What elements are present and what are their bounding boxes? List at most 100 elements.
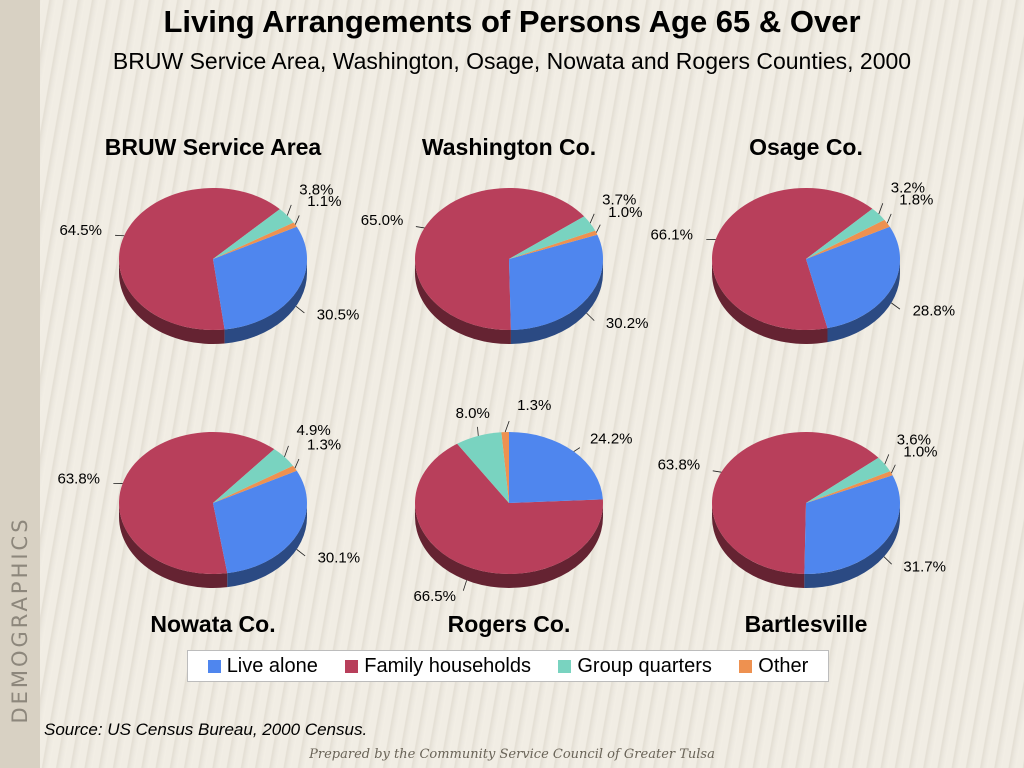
leader-line-other: [595, 224, 601, 233]
pie-title-rogers-co: Rogers Co.: [448, 611, 571, 637]
footer-credit: Prepared by the Community Service Counci…: [309, 747, 715, 762]
pie-slice-other: [213, 222, 297, 259]
pie-title-bruw-service-area: BRUW Service Area: [105, 134, 322, 160]
pie-slice-other: [806, 471, 893, 503]
pie-slice-group-quarters: [457, 432, 509, 503]
pie-slice-family-households: [119, 432, 275, 574]
pie-slice-family-households: [712, 432, 879, 574]
legend-label-live-alone: Live alone: [226, 654, 318, 677]
leader-line-live-alone: [891, 302, 901, 310]
leader-line-other: [890, 464, 896, 474]
data-label-group-quarters: 8.0%: [456, 405, 490, 422]
legend-label-group-quarters: Group quarters: [577, 654, 712, 677]
pie-side-live-alone: [827, 259, 900, 343]
data-label-family-households: 64.5%: [59, 222, 102, 239]
data-label-group-quarters: 3.6%: [897, 432, 931, 449]
side-band: [0, 0, 40, 768]
pie-chart-nowata-co: 30.1% 63.8% 4.9%1.3% Nowata Co.: [57, 422, 360, 637]
pie-slice-group-quarters: [509, 216, 596, 259]
leader-line-group-quarters: [878, 203, 884, 215]
leader-line-other: [294, 458, 300, 469]
legend-item-family-households: Family households: [345, 655, 531, 678]
pie-slice-group-quarters: [213, 209, 294, 259]
legend-item-live-alone: Live alone: [207, 654, 318, 678]
data-label-group-quarters: 3.7%: [602, 191, 636, 208]
legend-label-family-households: Family households: [364, 654, 531, 677]
legend-swatch-group-quarters: [558, 659, 572, 673]
data-label-other: 1.0%: [903, 443, 937, 460]
leader-line-group-quarters: [884, 454, 890, 465]
data-label-family-households: 65.0%: [361, 212, 404, 229]
leader-line-live-alone: [883, 556, 892, 565]
pie-slice-family-households: [118, 187, 280, 330]
data-label-group-quarters: 4.9%: [296, 422, 330, 439]
leader-line-live-alone: [295, 305, 305, 314]
data-label-family-households: 63.8%: [658, 456, 701, 473]
data-label-live-alone: 24.2%: [590, 431, 633, 448]
leader-line-other: [504, 420, 510, 433]
pie-side-live-alone: [224, 259, 307, 344]
legend-item-other: Other: [739, 655, 808, 678]
pie-side-family-households: [415, 259, 511, 345]
pie-title-osage-co: Osage Co.: [749, 134, 863, 160]
legend-swatch-live-alone: [207, 659, 221, 673]
pie-slice-live-alone: [806, 226, 900, 329]
pie-slice-live-alone: [213, 226, 307, 330]
pie-title-washington-co: Washington Co.: [422, 134, 596, 160]
leader-line-other: [294, 215, 300, 225]
data-label-group-quarters: 3.2%: [891, 179, 925, 196]
data-label-family-households: 63.8%: [57, 471, 100, 488]
legend-swatch-family-households: [345, 659, 359, 673]
pie-side-family-households: [712, 259, 828, 344]
data-label-live-alone: 30.1%: [318, 549, 361, 566]
pie-slice-other: [501, 432, 509, 503]
pie-chart-bartlesville: 31.7% 63.8% 3.6%1.0% Bartlesville: [658, 432, 946, 637]
data-label-live-alone: 30.2%: [606, 315, 649, 332]
leader-line-family-households: [712, 470, 722, 473]
pie-slice-live-alone: [804, 475, 901, 574]
pie-side-family-households: [712, 503, 805, 588]
legend-label-other: Other: [758, 654, 809, 677]
pie-slice-other: [509, 230, 598, 259]
pie-side-live-alone: [510, 259, 603, 344]
pie-side-family-households: [119, 503, 228, 589]
pie-chart-osage-co: 28.8% 66.1% 3.2%1.8% Osage Co.: [650, 134, 955, 344]
pie-side-family-households: [415, 503, 603, 588]
pie-slice-group-quarters: [806, 208, 885, 259]
leader-line-group-quarters: [589, 213, 595, 224]
pie-side-family-households: [119, 259, 225, 345]
leader-line-group-quarters: [286, 204, 292, 216]
pie-chart-rogers-co: 24.2% 66.5% 8.0% 1.3% Rogers Co.: [413, 397, 632, 637]
pie-slice-family-households: [711, 187, 873, 331]
leader-line-group-quarters: [284, 445, 289, 458]
data-label-other: 1.3%: [517, 397, 551, 414]
source-note: Source: US Census Bureau, 2000 Census.: [44, 720, 368, 739]
pie-slice-group-quarters: [213, 449, 293, 503]
data-label-other: 1.1%: [307, 193, 341, 210]
pie-slice-other: [213, 465, 297, 503]
leader-line-group-quarters: [477, 426, 479, 436]
legend-swatch-other: [739, 659, 753, 673]
pie-chart-bruw-service-area: 30.5% 64.5% 3.8%1.1% BRUW Service Area: [59, 134, 360, 345]
pie-slice-family-households: [414, 443, 603, 575]
data-label-family-households: 66.1%: [650, 227, 693, 244]
data-label-live-alone: 28.8%: [913, 302, 956, 319]
pie-title-nowata-co: Nowata Co.: [150, 611, 275, 637]
data-label-other: 1.8%: [899, 191, 933, 208]
legend-item-group-quarters: Group quarters: [558, 655, 712, 678]
page-subtitle: BRUW Service Area, Washington, Osage, No…: [112, 48, 912, 74]
leader-line-live-alone: [586, 312, 595, 321]
pie-side-live-alone: [227, 503, 307, 588]
pie-slice-family-households: [415, 188, 585, 330]
pie-slice-live-alone: [509, 432, 603, 503]
leader-line-other: [886, 213, 892, 224]
legend: Live alone Family households Group quart…: [187, 650, 829, 682]
leader-line-family-households: [462, 580, 467, 591]
data-label-other: 1.0%: [608, 204, 642, 221]
pie-title-bartlesville: Bartlesville: [745, 611, 868, 637]
leader-line-family-households: [415, 226, 425, 229]
pie-slice-group-quarters: [806, 457, 891, 503]
pie-side-live-alone: [804, 503, 900, 588]
data-label-live-alone: 31.7%: [903, 559, 946, 576]
data-label-live-alone: 30.5%: [317, 307, 360, 324]
